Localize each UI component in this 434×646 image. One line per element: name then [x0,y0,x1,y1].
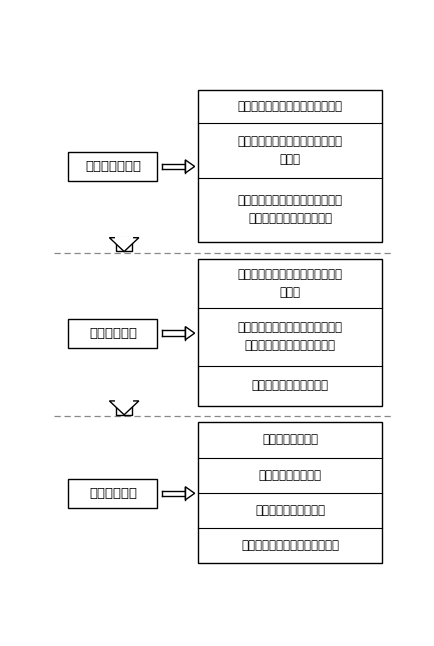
Bar [68,318,157,348]
Text: 光伏电站发电功率预测: 光伏电站发电功率预测 [254,504,324,517]
Text: 建立大气层外切平面辐射强度与地
面实测辐射值之间的关系式: 建立大气层外切平面辐射强度与地 面实测辐射值之间的关系式 [237,194,342,225]
Text: 筛选分析地面监测站历史辐射数据: 筛选分析地面监测站历史辐射数据 [237,100,342,113]
Text: 光伏功率预测: 光伏功率预测 [89,487,137,500]
Bar [197,422,381,563]
Polygon shape [185,160,194,173]
Bar [116,401,132,415]
Text: 输入辐射照度预测值: 输入辐射照度预测值 [258,468,321,481]
Text: 太阳辐射预测: 太阳辐射预测 [89,327,137,340]
Bar [197,90,381,242]
Text: 辐射关系式建立: 辐射关系式建立 [85,160,141,173]
Polygon shape [109,401,138,415]
Polygon shape [185,327,194,340]
Text: 计算最近历史日大气层外切平面辐
射强度: 计算最近历史日大气层外切平面辐 射强度 [237,135,342,166]
Polygon shape [109,238,138,251]
Bar [116,238,132,251]
Text: 光伏电站发电功率预测实时校正: 光伏电站发电功率预测实时校正 [240,539,338,552]
Text: 输入大气层外切平面辐射强度，对
地面太阳辐射进行超短期预测: 输入大气层外切平面辐射强度，对 地面太阳辐射进行超短期预测 [237,321,342,352]
Text: 电站光电转换建模: 电站光电转换建模 [261,433,317,446]
Polygon shape [185,487,194,500]
Bar [68,152,157,181]
Text: 实时计算预测日大气层外切平面辐
射强度: 实时计算预测日大气层外切平面辐 射强度 [237,268,342,299]
Bar [197,259,381,406]
Bar [68,479,157,508]
Text: 地面辐射预测值实时校正: 地面辐射预测值实时校正 [251,379,328,392]
